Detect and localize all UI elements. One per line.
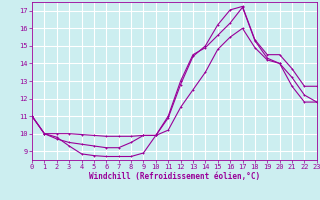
X-axis label: Windchill (Refroidissement éolien,°C): Windchill (Refroidissement éolien,°C) [89, 172, 260, 181]
